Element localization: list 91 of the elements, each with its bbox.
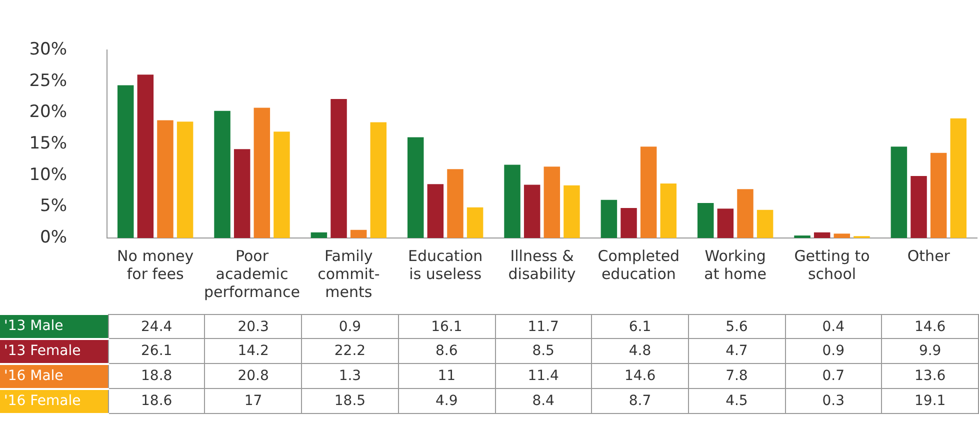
bar [407,137,424,238]
data-label: 11.4 [495,364,592,388]
data-label: 18.6 [108,388,205,414]
data-label: 8.6 [398,338,495,364]
text: '16 Female [0,388,108,414]
text: '13 Male [0,314,108,338]
data-label: 5.6 [688,314,786,338]
x-tick-label: Family commit- ments [318,246,380,301]
bar [427,184,444,238]
data-label: 14.6 [882,314,978,338]
bar [524,184,540,238]
data-label: 16.1 [398,314,495,338]
data-label: 22.2 [302,338,398,364]
bar [890,146,908,238]
x-tick-label: Working at home [704,246,767,283]
data-label: 14.6 [592,364,688,388]
data-label: 24.4 [108,314,205,338]
x-tick-label: Getting to school [794,246,870,283]
x-tick-label: Illness & disability [508,246,576,283]
bar [544,166,560,238]
y-tick-label: 25% [29,70,67,91]
bar [756,210,774,238]
y-tick-label: 5% [40,196,67,216]
bar [254,108,270,238]
bar [330,99,347,238]
data-label: 26.1 [108,338,205,364]
data-label: 8.5 [495,338,592,364]
bar [176,122,194,238]
bar [950,118,967,238]
bar [814,232,830,238]
bar [274,132,290,238]
data-label: 17 [204,388,302,414]
data-label: 6.1 [592,314,688,338]
x-tick-label: Other [907,246,951,265]
data-label: 13.6 [882,364,978,388]
bar [310,232,328,238]
bar [137,74,154,238]
data-label: 0.4 [785,314,882,338]
bar [447,169,464,238]
y-tick-label: 0% [40,227,67,248]
text: '13 Female [0,338,108,364]
bar [794,235,810,238]
bar [930,152,947,238]
bar [466,207,484,238]
data-label: 0.7 [785,364,882,388]
data-label: 9.9 [882,338,978,364]
data-label: 11.7 [495,314,592,338]
bar [640,146,657,238]
y-tick-label: 10% [29,164,67,185]
data-label: 4.9 [398,388,495,414]
x-tick-label: Education is useless [408,246,483,283]
bar [117,85,134,238]
data-label: 18.8 [108,364,205,388]
y-tick-label: 15% [29,134,67,154]
bar [600,200,618,238]
data-label: 11 [398,364,495,388]
data-label: 19.1 [882,388,978,414]
bar [504,164,520,238]
data-label: 4.7 [688,338,786,364]
data-label: 4.5 [688,388,786,414]
data-label: 0.9 [302,314,398,338]
data-label: 0.3 [785,388,882,414]
data-label: 1.3 [302,364,398,388]
bar [717,208,734,238]
bar [214,110,230,238]
bar [834,234,850,238]
x-tick-label: No money for fees [117,246,194,283]
bar [697,202,714,238]
data-label: 8.7 [592,388,688,414]
data-label: 14.2 [204,338,302,364]
data-label: 7.8 [688,364,786,388]
data-label: 0.9 [785,338,882,364]
x-tick-label: Completed education [598,246,680,283]
bar [737,189,754,238]
bar [910,176,927,238]
bar [370,122,387,238]
y-tick-label: 30% [29,40,67,60]
bar [350,230,367,238]
x-tick-label: Poor academic performance [204,246,300,301]
data-label: 4.8 [592,338,688,364]
data-label: 8.4 [495,388,592,414]
y-tick-label: 20% [29,102,67,122]
text: '16 Male [0,364,108,388]
data-label: 20.3 [204,314,302,338]
data-label: 20.8 [204,364,302,388]
bar [234,149,250,238]
bar [564,185,580,238]
bar [660,184,677,238]
bar [157,120,174,238]
data-label: 18.5 [302,388,398,414]
bar [620,208,637,238]
